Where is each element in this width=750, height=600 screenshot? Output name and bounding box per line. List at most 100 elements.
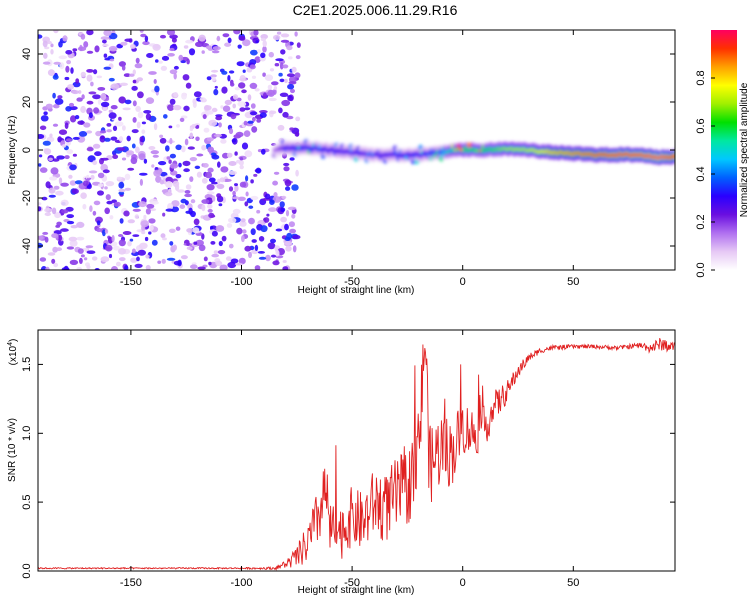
- noise-blob: [212, 77, 216, 82]
- spectrogram-y-label: Frequency (Hz): [7, 116, 18, 185]
- noise-blob: [68, 175, 72, 179]
- noise-blob: [165, 192, 173, 196]
- noise-blob: [188, 146, 195, 149]
- noise-blob: [193, 227, 200, 233]
- noise-blob: [256, 210, 260, 214]
- noise-blob: [86, 130, 92, 133]
- noise-blob: [45, 237, 49, 243]
- noise-blob: [232, 104, 236, 109]
- noise-blob: [88, 91, 96, 94]
- noise-blob: [241, 89, 247, 93]
- noise-blob: [289, 229, 296, 234]
- noise-blob: [97, 76, 103, 79]
- noise-blob: [135, 264, 143, 268]
- noise-blob: [71, 225, 79, 228]
- noise-blob: [265, 194, 270, 200]
- noise-blob: [158, 61, 162, 64]
- noise-blob: [227, 153, 233, 158]
- noise-blob: [251, 126, 257, 133]
- snr-y-label: SNR (10 * v/v): [7, 418, 18, 482]
- noise-blob: [292, 67, 297, 73]
- noise-blob: [87, 147, 94, 151]
- noise-blob: [173, 245, 177, 251]
- noise-blob: [162, 213, 165, 217]
- noise-blob: [40, 167, 48, 173]
- noise-blob: [268, 207, 277, 212]
- noise-blob: [214, 134, 222, 137]
- noise-blob: [56, 247, 62, 251]
- noise-blob: [146, 204, 154, 209]
- noise-blob: [56, 155, 65, 159]
- noise-blob: [101, 102, 109, 107]
- noise-blob: [98, 183, 104, 187]
- noise-blob: [247, 121, 253, 124]
- noise-blob: [255, 245, 258, 251]
- noise-blob: [138, 250, 146, 256]
- noise-blob: [228, 218, 236, 223]
- noise-blob: [252, 76, 256, 79]
- noise-blob: [204, 105, 212, 110]
- noise-blob: [67, 221, 74, 224]
- noise-blob: [50, 49, 53, 55]
- noise-blob: [135, 106, 141, 112]
- noise-blob: [118, 117, 122, 121]
- noise-blob: [286, 45, 292, 50]
- noise-blob: [141, 231, 145, 235]
- noise-blob: [186, 184, 192, 189]
- noise-blob: [76, 237, 84, 241]
- noise-blob: [139, 173, 148, 176]
- noise-blob: [185, 211, 190, 214]
- noise-blob: [154, 79, 157, 84]
- noise-blob: [143, 110, 151, 114]
- noise-blob: [132, 234, 139, 237]
- noise-blob: [178, 163, 182, 168]
- noise-blob: [285, 246, 291, 252]
- noise-blob: [119, 239, 126, 246]
- noise-blob: [133, 209, 141, 212]
- noise-blob: [220, 166, 228, 172]
- noise-blob: [61, 209, 68, 213]
- noise-blob: [287, 73, 295, 77]
- noise-blob: [228, 171, 237, 175]
- noise-blob: [104, 186, 108, 189]
- noise-blob: [146, 265, 151, 270]
- noise-blob: [126, 150, 134, 155]
- noise-blob: [135, 147, 140, 154]
- noise-blob: [282, 112, 288, 118]
- noise-blob: [253, 174, 257, 177]
- noise-blob: [110, 83, 119, 90]
- spectrogram-x-label: Height of straight line (km): [298, 285, 415, 296]
- noise-blob: [83, 122, 90, 127]
- noise-blob: [49, 176, 57, 180]
- noise-blob: [213, 46, 221, 50]
- noise-blob: [289, 127, 294, 130]
- noise-blob: [207, 137, 214, 141]
- noise-blob: [263, 92, 267, 98]
- noise-blob: [104, 67, 112, 70]
- noise-blob: [123, 231, 132, 235]
- noise-blob: [263, 40, 267, 47]
- noise-blob: [208, 209, 213, 213]
- noise-blob: [226, 256, 232, 261]
- noise-blob: [278, 73, 282, 77]
- noise-blob: [190, 127, 193, 131]
- noise-blob: [210, 241, 215, 245]
- snr-y-tick-label: 1.0: [21, 426, 33, 441]
- noise-blob: [55, 191, 64, 196]
- noise-blob: [46, 181, 51, 188]
- noise-blob: [270, 239, 276, 243]
- noise-blob: [271, 255, 276, 258]
- noise-blob: [236, 132, 244, 137]
- noise-blob: [125, 188, 131, 191]
- noise-blob: [261, 149, 266, 155]
- noise-blob: [207, 184, 215, 190]
- noise-blob: [255, 88, 260, 91]
- noise-blob: [295, 72, 301, 78]
- noise-blob: [118, 182, 124, 189]
- noise-blob: [40, 257, 46, 262]
- noise-blob: [193, 242, 197, 245]
- noise-blob: [139, 243, 148, 249]
- noise-blob: [281, 33, 290, 37]
- noise-blob: [278, 125, 285, 131]
- noise-blob: [155, 59, 159, 63]
